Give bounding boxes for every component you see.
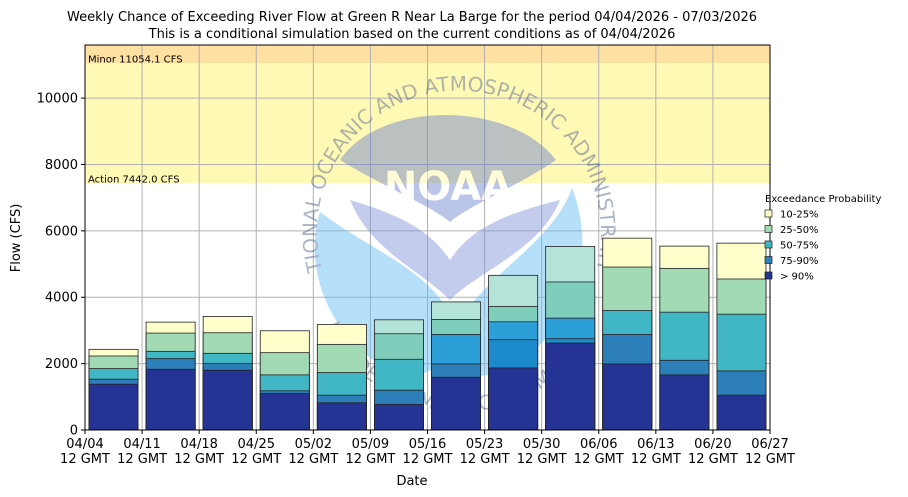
bar-week-2-90 bbox=[145, 368, 196, 431]
bar-week-8-90 bbox=[488, 367, 539, 431]
x-tick-label-6: 05/16 12 GMT bbox=[403, 437, 453, 467]
legend-label-90: > 90% bbox=[780, 272, 814, 283]
legend-swatch-25-50 bbox=[764, 225, 773, 233]
x-tick-label-3: 04/25 12 GMT bbox=[231, 437, 281, 467]
y-tick-label-3: 6000 bbox=[45, 224, 78, 239]
threshold-label-1: Action 7442.0 CFS bbox=[88, 175, 180, 186]
y-axis: 0 2000 4000 6000 8000 10000 bbox=[37, 92, 85, 439]
legend-swatch-75-90 bbox=[764, 256, 773, 264]
bar-week-3-90 bbox=[202, 369, 253, 431]
x-tick-label-5: 05/09 12 GMT bbox=[345, 437, 395, 467]
legend-label-50-75: 50-75% bbox=[780, 241, 819, 252]
chart-title: Weekly Chance of Exceeding River Flow at… bbox=[67, 10, 757, 25]
legend: Exceedance Probability 10-25% 25-50% 50-75… bbox=[764, 194, 881, 283]
x-tick-label-8: 05/30 12 GMT bbox=[517, 437, 567, 467]
bar-week-5-90 bbox=[316, 402, 367, 431]
chart-subtitle: This is a conditional simulation based o… bbox=[148, 27, 676, 42]
x-tick-label-7: 05/23 12 GMT bbox=[460, 437, 510, 467]
y-tick-label-1: 2000 bbox=[45, 357, 78, 372]
x-tick-label-12: 06/27 12 GMT bbox=[745, 437, 795, 467]
bar-week-7-90 bbox=[431, 376, 481, 431]
bar-week-6-90 bbox=[374, 404, 424, 431]
legend-swatch-50-75 bbox=[764, 240, 773, 249]
threshold-label-0: Minor 11054.1 CFS bbox=[88, 55, 183, 66]
noaa-logo-mid-band bbox=[350, 200, 560, 300]
noaa-logo-wordmark: NOAA bbox=[384, 164, 512, 210]
stacked-bars bbox=[88, 237, 767, 431]
x-tick-label-0: 04/04 12 GMT bbox=[60, 437, 110, 467]
x-tick-label-11: 06/20 12 GMT bbox=[688, 437, 738, 467]
threshold-labels: Minor 11054.1 CFS Action 7442.0 CFS bbox=[88, 55, 183, 186]
legend-swatch-10-25 bbox=[764, 209, 773, 218]
bar-week-4-90 bbox=[259, 393, 310, 431]
noaa-logo-dark-dome bbox=[340, 115, 556, 222]
bar-week-1-90 bbox=[88, 383, 139, 431]
x-tick-label-9: 06/06 12 GMT bbox=[574, 437, 624, 467]
y-tick-label-4: 8000 bbox=[45, 158, 78, 173]
x-tick-label-10: 06/13 12 GMT bbox=[631, 437, 681, 467]
x-tick-label-1: 04/11 12 GMT bbox=[117, 437, 167, 467]
bar-week-9-90 bbox=[545, 342, 596, 431]
legend-title: Exceedance Probability bbox=[765, 194, 881, 205]
legend-label-25-50: 25-50% bbox=[780, 225, 819, 236]
x-tick-label-2: 04/18 12 GMT bbox=[174, 437, 224, 467]
bar-week-11-90 bbox=[659, 374, 710, 431]
y-axis-label: Flow (CFS) bbox=[9, 204, 24, 273]
bar-week-10-90 bbox=[602, 363, 653, 431]
legend-label-10-25: 10-25% bbox=[780, 210, 819, 221]
y-tick-label-5: 10000 bbox=[37, 92, 78, 107]
y-tick-label-2: 4000 bbox=[45, 291, 78, 306]
legend-label-75-90: 75-90% bbox=[780, 256, 819, 267]
bar-week-12-90 bbox=[716, 394, 767, 431]
x-axis-label: Date bbox=[396, 474, 427, 489]
x-tick-label-4: 05/02 12 GMT bbox=[288, 437, 338, 467]
y-tick-label-0: 0 bbox=[70, 424, 78, 439]
legend-swatch-90 bbox=[764, 271, 773, 280]
